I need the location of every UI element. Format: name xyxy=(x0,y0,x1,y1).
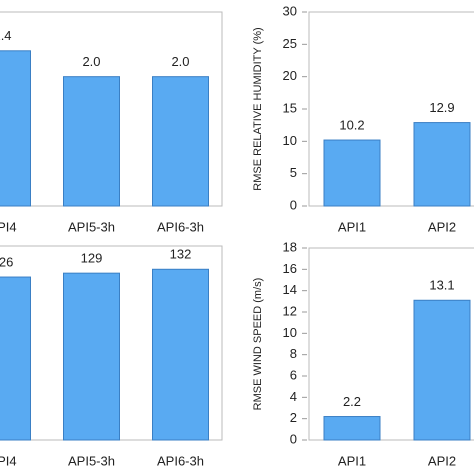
y-tick-label: 16 xyxy=(283,261,297,276)
bar xyxy=(152,76,209,207)
value-label: 2.2 xyxy=(343,394,361,409)
y-tick-label: 20 xyxy=(283,68,297,83)
value-label: 126 xyxy=(0,254,13,269)
y-tick-label: 18 xyxy=(283,239,297,254)
value-label: 10.2 xyxy=(339,117,364,132)
y-tick-label: 15 xyxy=(283,100,297,115)
bar xyxy=(413,299,471,441)
value-label: 2.0 xyxy=(171,54,189,69)
y-tick-label: 8 xyxy=(290,346,297,361)
y-axis-label: RMSE RELATIVE HUMIDITY (%) xyxy=(252,27,264,190)
x-tick-label: API1 xyxy=(338,453,366,468)
value-label: 129 xyxy=(81,251,103,266)
plot-frame xyxy=(308,11,474,207)
x-tick-label: API4 xyxy=(0,453,17,468)
y-tick-label: 12 xyxy=(283,303,297,318)
plot-frame xyxy=(308,247,474,441)
x-tick-label: API2 xyxy=(428,453,456,468)
y-tick-label: 10 xyxy=(283,325,297,340)
bar xyxy=(323,416,381,441)
bar xyxy=(63,76,120,207)
bar xyxy=(63,272,120,441)
x-tick-label: API1 xyxy=(338,219,366,234)
value-label: 12.9 xyxy=(429,100,454,115)
y-tick-label: 25 xyxy=(283,36,297,51)
value-label: 132 xyxy=(170,247,192,262)
bar xyxy=(152,268,209,441)
y-tick-label: 4 xyxy=(290,389,297,404)
y-tick-label: 30 xyxy=(283,3,297,18)
y-axis-label: RMSE WIND SPEED (m/s) xyxy=(252,278,264,411)
x-tick-label: API4 xyxy=(0,219,17,234)
y-tick-label: 5 xyxy=(290,165,297,180)
y-tick-label: 6 xyxy=(290,367,297,382)
y-tick-label: 0 xyxy=(290,197,297,212)
value-label: 2.4 xyxy=(0,28,12,43)
x-tick-label: API6-3h xyxy=(157,453,204,468)
x-tick-label: API5-3h xyxy=(68,453,115,468)
bar xyxy=(323,139,381,207)
y-tick-label: 0 xyxy=(290,431,297,446)
x-tick-label: API5-3h xyxy=(68,219,115,234)
x-tick-label: API6-3h xyxy=(157,219,204,234)
value-label: 2.0 xyxy=(82,54,100,69)
bar xyxy=(413,122,471,207)
value-label: 13.1 xyxy=(429,278,454,293)
x-tick-label: API2 xyxy=(428,219,456,234)
y-tick-label: 10 xyxy=(283,133,297,148)
bar xyxy=(0,276,31,441)
y-tick-label: 2 xyxy=(290,410,297,425)
y-tick-label: 14 xyxy=(283,282,297,297)
bar xyxy=(0,50,31,207)
